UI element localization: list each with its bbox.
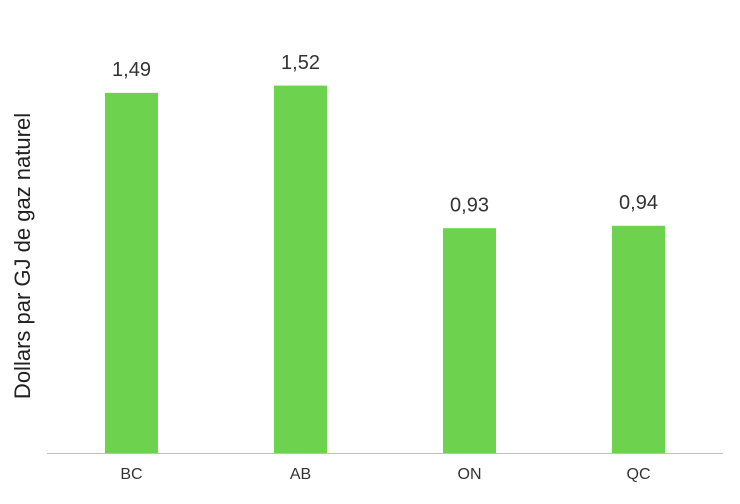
value-label: 1,49 [112, 59, 151, 81]
bar [442, 228, 497, 453]
bar [104, 92, 159, 454]
bar [273, 85, 328, 453]
y-axis-label: Dollars par GJ de gaz naturel [10, 113, 35, 399]
value-label: 0,93 [450, 194, 489, 216]
x-tick-label: ON [458, 466, 482, 483]
x-tick-label: BC [120, 466, 142, 483]
x-tick-label: QC [627, 466, 651, 483]
x-tick-label: AB [290, 466, 311, 483]
bar [611, 225, 666, 453]
value-label: 1,52 [281, 52, 320, 74]
value-label: 0,94 [619, 192, 658, 214]
